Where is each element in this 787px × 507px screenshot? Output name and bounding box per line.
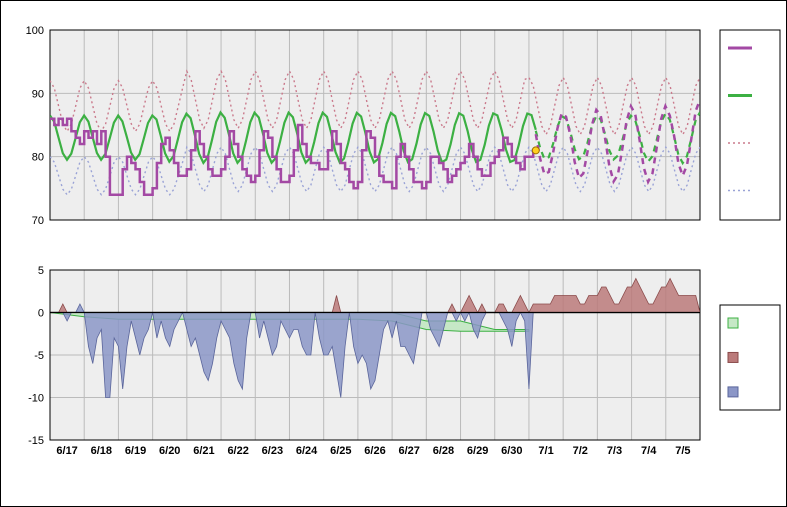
x-tick-label: 6/24 (296, 445, 318, 457)
legend-box (720, 30, 780, 220)
x-tick-label: 6/30 (501, 445, 522, 457)
x-tick-label: 6/20 (159, 445, 180, 457)
legend-swatch (728, 352, 738, 362)
y-tick-label: -10 (28, 393, 44, 405)
y-tick-label: 80 (32, 152, 44, 164)
x-tick-label: 6/29 (467, 445, 488, 457)
y-tick-label: 70 (32, 215, 44, 227)
x-tick-label: 7/1 (538, 445, 553, 457)
x-tick-label: 6/23 (262, 445, 283, 457)
x-tick-label: 7/5 (675, 445, 690, 457)
x-tick-label: 6/18 (91, 445, 112, 457)
y-tick-label: -5 (34, 350, 44, 362)
y-tick-label: -15 (28, 435, 44, 447)
legend-swatch (728, 387, 738, 397)
legend-swatch (728, 318, 738, 328)
y-tick-label: 100 (26, 25, 44, 37)
x-tick-label: 6/19 (125, 445, 146, 457)
x-tick-label: 7/3 (607, 445, 622, 457)
x-tick-label: 6/21 (193, 445, 214, 457)
x-tick-label: 6/22 (227, 445, 248, 457)
x-tick-label: 7/4 (641, 445, 657, 457)
y-tick-label: 5 (38, 265, 44, 277)
x-tick-label: 6/26 (364, 445, 385, 457)
y-tick-label: 0 (38, 308, 44, 320)
x-tick-label: 7/2 (573, 445, 588, 457)
y-tick-label: 90 (32, 88, 44, 100)
marker-current (532, 147, 539, 154)
x-tick-label: 6/17 (56, 445, 77, 457)
x-tick-label: 6/28 (433, 445, 454, 457)
x-tick-label: 6/27 (398, 445, 419, 457)
chart-root: 70 80 90 100 -15 -10 -5 0 5 6/17 6/18 6/19 6/20 6/21 6… (0, 0, 787, 507)
x-tick-label: 6/25 (330, 445, 351, 457)
